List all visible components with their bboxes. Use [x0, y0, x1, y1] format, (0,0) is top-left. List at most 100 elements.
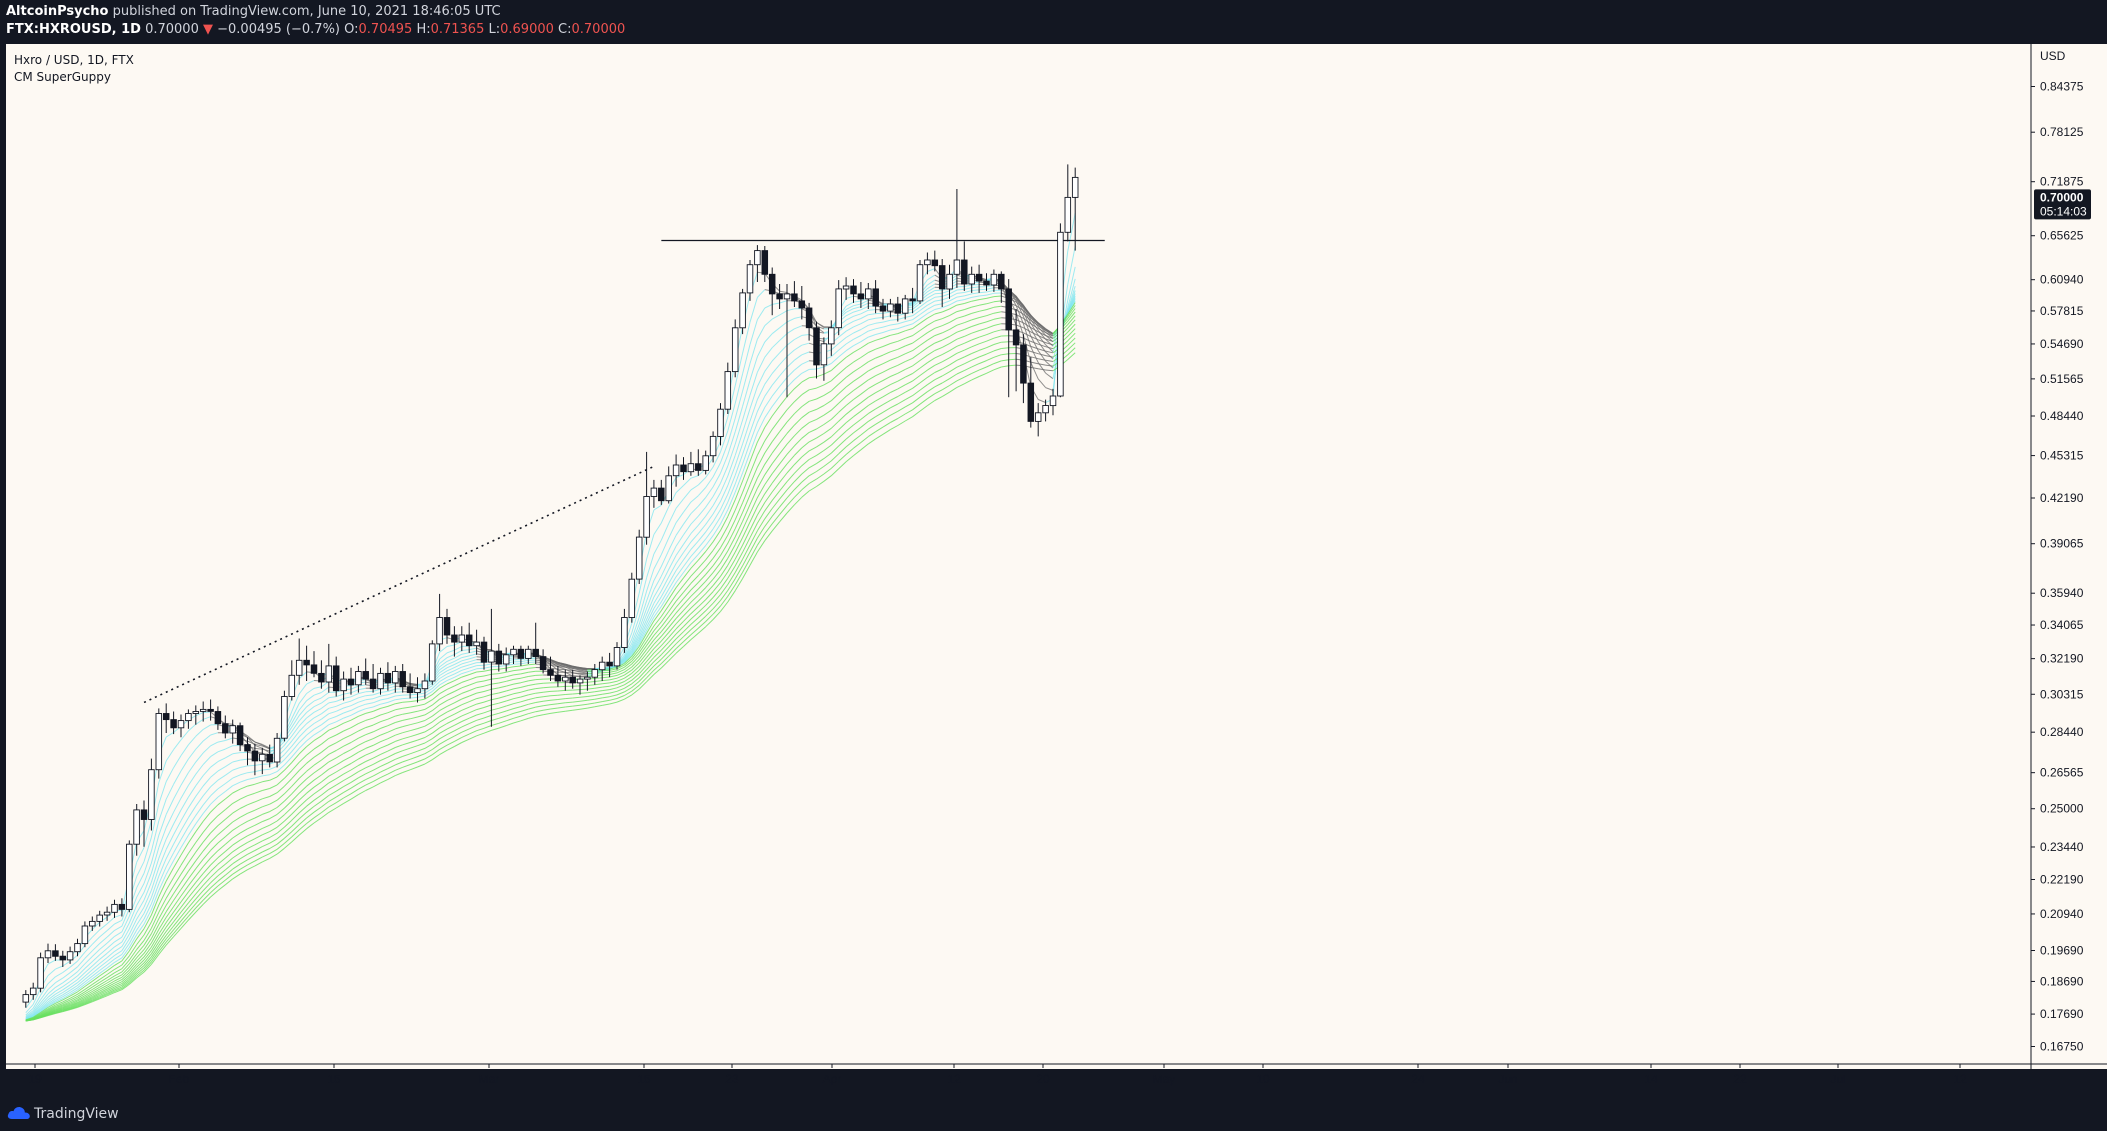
candle[interactable]: [96, 910, 103, 927]
candle[interactable]: [295, 638, 303, 685]
candle[interactable]: [207, 699, 214, 721]
candle[interactable]: [768, 267, 776, 316]
candle[interactable]: [192, 705, 200, 725]
candle[interactable]: [52, 944, 59, 961]
candle[interactable]: [865, 283, 872, 309]
candle[interactable]: [724, 362, 732, 414]
candle[interactable]: [436, 593, 443, 652]
candle[interactable]: [162, 703, 170, 733]
candle[interactable]: [229, 719, 236, 744]
candle[interactable]: [709, 431, 717, 463]
candle[interactable]: [29, 982, 37, 1000]
candle[interactable]: [362, 658, 369, 685]
candle[interactable]: [739, 288, 746, 335]
candle[interactable]: [783, 284, 791, 398]
candle[interactable]: [1020, 334, 1027, 404]
candle[interactable]: [74, 938, 81, 957]
candle[interactable]: [1049, 388, 1057, 416]
candle[interactable]: [953, 189, 961, 288]
candle[interactable]: [421, 673, 429, 699]
candle[interactable]: [347, 667, 355, 695]
candle[interactable]: [672, 454, 680, 487]
candle[interactable]: [998, 271, 1005, 303]
candle[interactable]: [554, 665, 562, 687]
candle[interactable]: [805, 302, 813, 341]
candle[interactable]: [392, 665, 399, 693]
candle[interactable]: [894, 296, 902, 322]
candle[interactable]: [517, 645, 525, 666]
candle[interactable]: [66, 946, 74, 964]
candle[interactable]: [355, 665, 362, 693]
tradingview-brand[interactable]: TradingView: [34, 1106, 119, 1122]
candle[interactable]: [140, 800, 148, 847]
candle[interactable]: [281, 690, 288, 742]
legend-indicator[interactable]: CM SuperGuppy: [14, 70, 111, 84]
candle[interactable]: [414, 677, 421, 703]
candle[interactable]: [1071, 167, 1079, 251]
candle[interactable]: [1027, 357, 1035, 428]
candle[interactable]: [798, 286, 806, 320]
author-name[interactable]: AltcoinPsycho: [6, 4, 109, 19]
candle[interactable]: [702, 450, 709, 475]
candle[interactable]: [828, 320, 835, 356]
candle[interactable]: [547, 656, 554, 681]
candle[interactable]: [473, 629, 480, 655]
candle[interactable]: [369, 664, 377, 693]
candle[interactable]: [266, 744, 273, 768]
candle[interactable]: [1012, 309, 1020, 392]
candle[interactable]: [465, 622, 473, 653]
candle[interactable]: [1064, 164, 1072, 242]
candle[interactable]: [222, 715, 229, 739]
candle[interactable]: [665, 466, 672, 504]
candle[interactable]: [525, 645, 532, 664]
candle[interactable]: [916, 260, 924, 304]
candle[interactable]: [177, 714, 185, 738]
candle[interactable]: [857, 282, 865, 308]
candle[interactable]: [1042, 399, 1049, 422]
candle[interactable]: [377, 667, 384, 695]
candle[interactable]: [938, 259, 946, 307]
candle[interactable]: [598, 656, 606, 681]
candle[interactable]: [340, 671, 347, 701]
candle[interactable]: [968, 266, 975, 293]
candle[interactable]: [510, 645, 517, 664]
candle[interactable]: [776, 284, 783, 309]
candle[interactable]: [820, 337, 828, 381]
candle[interactable]: [384, 662, 392, 691]
candle[interactable]: [148, 758, 155, 831]
candle[interactable]: [480, 636, 488, 670]
candle[interactable]: [332, 656, 340, 697]
candle[interactable]: [443, 608, 451, 644]
candle[interactable]: [687, 451, 695, 476]
candle[interactable]: [539, 649, 547, 674]
candle[interactable]: [569, 669, 576, 689]
candle[interactable]: [428, 640, 436, 685]
candle[interactable]: [303, 645, 310, 681]
candle[interactable]: [562, 669, 569, 691]
candle[interactable]: [731, 319, 739, 378]
candle[interactable]: [591, 664, 599, 685]
candle[interactable]: [59, 950, 67, 967]
candle[interactable]: [746, 260, 754, 301]
candle[interactable]: [584, 671, 591, 691]
candle[interactable]: [613, 642, 621, 670]
candle[interactable]: [214, 706, 222, 730]
candle[interactable]: [680, 457, 687, 480]
candle[interactable]: [931, 250, 939, 272]
price-chart[interactable]: 0.843750.781250.718750.656250.609400.578…: [0, 42, 2107, 1097]
candle[interactable]: [111, 899, 118, 918]
candle[interactable]: [155, 708, 163, 779]
candle[interactable]: [901, 294, 909, 320]
candle[interactable]: [22, 990, 30, 1008]
candle[interactable]: [576, 675, 584, 695]
candle[interactable]: [325, 643, 333, 693]
candle[interactable]: [635, 529, 643, 584]
candle[interactable]: [658, 479, 665, 505]
candle[interactable]: [909, 287, 916, 314]
candle[interactable]: [118, 898, 126, 917]
candle[interactable]: [1057, 223, 1064, 398]
candle[interactable]: [887, 298, 894, 318]
candle[interactable]: [695, 449, 702, 476]
candle[interactable]: [458, 626, 466, 652]
candle[interactable]: [643, 451, 650, 545]
